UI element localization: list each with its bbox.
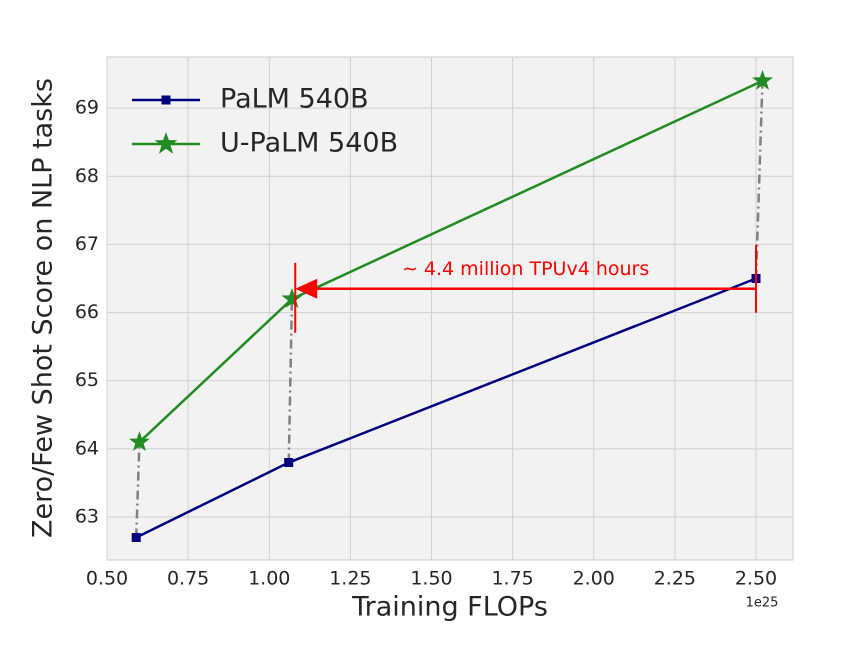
y-axis-label: Zero/Few Shot Score on NLP tasks	[28, 78, 59, 538]
x-tick-label: 1.25	[329, 568, 371, 590]
connector	[754, 80, 764, 279]
star-marker	[752, 69, 773, 90]
legend-label: U-PaLM 540B	[220, 128, 398, 159]
y-tick-label: 63	[75, 506, 99, 528]
star-marker	[281, 287, 303, 308]
connector	[134, 442, 141, 538]
square-marker	[284, 458, 294, 468]
x-axis-label: Training FLOPs	[351, 592, 548, 623]
x-tick-label: 1.75	[491, 568, 533, 590]
star-marker	[128, 431, 150, 451]
arrow-head	[295, 278, 318, 299]
legend-label: PaLM 540B	[220, 84, 369, 115]
star-marker	[154, 132, 178, 154]
square-marker	[161, 95, 171, 105]
x-tick-label: 0.50	[86, 568, 128, 590]
x-tick-label: 1.00	[248, 568, 290, 590]
x-tick-label: 2.50	[735, 568, 777, 590]
square-marker	[131, 533, 141, 543]
plot-area	[106, 56, 794, 561]
y-tick-label: 66	[75, 301, 99, 323]
x-tick-label: 1.50	[410, 568, 452, 590]
x-tick-label: 2.25	[654, 568, 696, 590]
x-tick-label: 0.75	[167, 568, 209, 590]
y-tick-label: 68	[75, 165, 99, 187]
y-tick-label: 65	[75, 369, 99, 391]
x-tick-label: 2.00	[573, 568, 615, 590]
annotation-text: ∼ 4.4 million TPUv4 hours	[402, 258, 649, 280]
y-tick-label: 64	[75, 437, 99, 459]
connector	[287, 298, 294, 463]
y-tick-label: 69	[75, 97, 99, 119]
x-offset-label: 1e25	[746, 596, 779, 611]
y-tick-label: 67	[75, 233, 99, 255]
